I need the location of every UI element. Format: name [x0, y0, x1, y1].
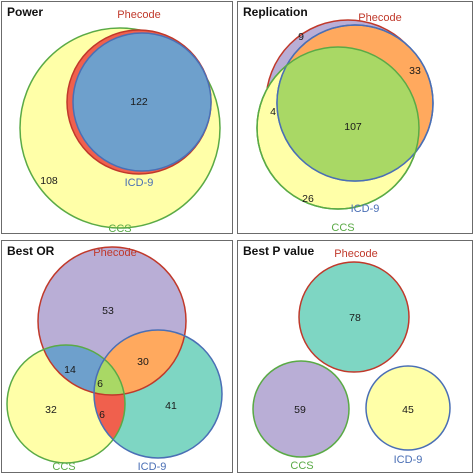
phecode-icd9-overlap	[94, 330, 186, 395]
venn-best-p: Phecode CCS ICD-9 78 59 45	[252, 248, 451, 472]
count-ccs-only: 59	[294, 404, 306, 416]
icd9-circle	[72, 32, 212, 172]
venn-replication: Phecode ICD-9 CCS 9 33 4 107 26	[256, 12, 434, 234]
venn-power: Phecode ICD-9 CCS 122 108	[19, 9, 221, 234]
ccs-label: CCS	[52, 461, 75, 473]
phecode-label: Phecode	[117, 9, 160, 21]
panel-power: Power Phecode ICD-9 CCS 122 108	[1, 1, 233, 234]
icd9-outline	[93, 329, 223, 459]
count-icd9-only: 41	[165, 400, 177, 412]
icd9-label: ICD-9	[351, 203, 380, 215]
count-ccs-only: 108	[40, 175, 58, 187]
ccs-label: CCS	[331, 222, 354, 234]
ccs-label: CCS	[108, 223, 131, 234]
count-ccs-only: 32	[45, 404, 57, 416]
phecode-ccs-overlap	[38, 345, 125, 395]
count-ccs-icd9: 6	[99, 409, 105, 421]
count-icd9-only: 45	[402, 404, 414, 416]
count-ccs-only: 26	[302, 193, 314, 205]
panel-replication: Replication Phecode ICD-9 CCS 9 33 4 107…	[237, 1, 473, 234]
icd9-circle	[365, 365, 451, 451]
phecode-outline	[37, 246, 187, 396]
panel-title: Power	[7, 5, 44, 19]
phecode-label: Phecode	[334, 248, 377, 260]
count-phecode-only: 53	[102, 305, 114, 317]
icd9-label: ICD-9	[394, 454, 423, 466]
panel-title: Best P value	[243, 244, 315, 258]
count-phecode-icd9: 33	[409, 65, 421, 77]
icd9-label: ICD-9	[125, 177, 154, 189]
panel-title: Best OR	[7, 244, 55, 258]
ccs-outline	[6, 344, 126, 464]
phecode-label: Phecode	[358, 12, 401, 24]
venn-best-or: Phecode CCS ICD-9 53 14 30 6 32 41 6	[6, 246, 223, 473]
ccs-outline	[256, 46, 420, 210]
phecode-circle	[298, 261, 410, 373]
icd9-outline	[276, 24, 434, 182]
panel-best-or: Best OR Phecode CCS ICD-9 53 14 30 6 32 …	[1, 240, 233, 473]
count-phecode-only: 9	[298, 31, 304, 43]
count-phecode-ccs: 14	[64, 364, 76, 376]
count-all-three: 122	[130, 96, 148, 108]
count-phecode-only: 78	[349, 312, 361, 324]
count-all-three: 107	[344, 121, 362, 133]
phecode-label: Phecode	[93, 247, 136, 259]
panel-best-p: Best P value Phecode CCS ICD-9 78 59 45	[237, 240, 473, 473]
ccs-circle	[252, 360, 350, 458]
icd9-label: ICD-9	[138, 461, 167, 473]
count-phecode-ccs: 4	[270, 106, 276, 118]
count-phecode-icd9: 30	[137, 356, 149, 368]
panel-title: Replication	[243, 5, 308, 19]
count-all-three: 6	[97, 378, 103, 390]
ccs-label: CCS	[290, 460, 313, 472]
